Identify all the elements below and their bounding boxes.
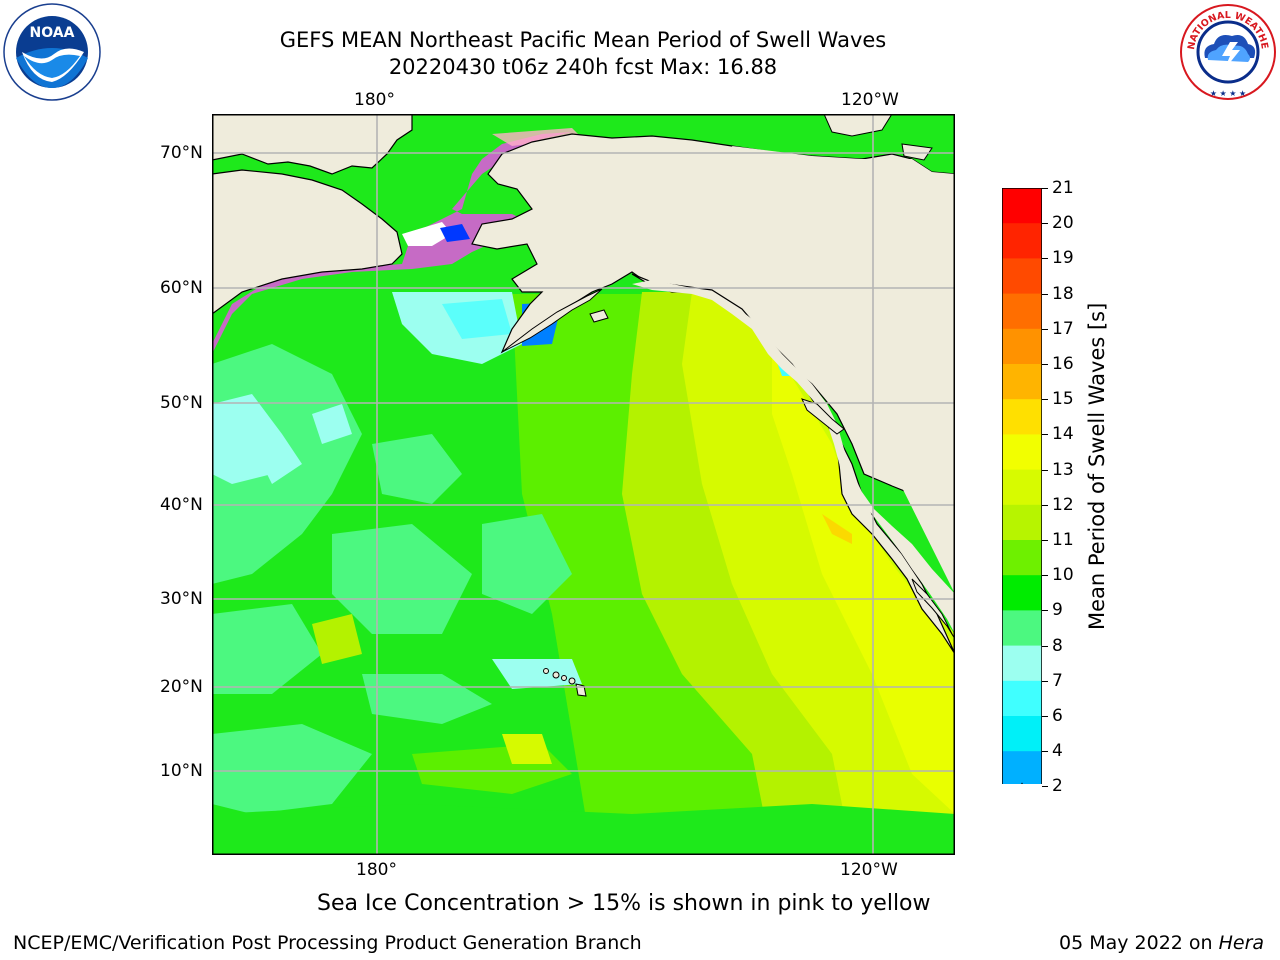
nws-logo: NATIONAL WEATHER SERVICE ★ ★ ★ ★ <box>1174 0 1278 102</box>
colorbar-swatches <box>1001 187 1043 823</box>
colorbar-swatch <box>1002 223 1042 259</box>
colorbar-tick-label: 18 <box>1052 283 1074 304</box>
colorbar-tick-label: 17 <box>1052 318 1074 339</box>
colorbar-tick-label: 14 <box>1052 424 1074 445</box>
colorbar-tick-mark <box>1042 751 1048 753</box>
map-panel <box>212 114 955 855</box>
colorbar-tick-label: 2 <box>1052 776 1063 797</box>
colorbar-tick-mark <box>1042 188 1048 189</box>
lon-label-bottom-120w: 120°W <box>840 860 898 880</box>
colorbar-tick-label: 6 <box>1052 706 1063 726</box>
lon-label-top-180: 180° <box>354 90 395 110</box>
colorbar-tick-mark <box>1042 223 1048 225</box>
svg-text:★ ★ ★ ★: ★ ★ ★ ★ <box>1210 89 1246 98</box>
colorbar-swatch <box>1002 469 1042 506</box>
colorbar-swatch <box>1002 610 1042 647</box>
colorbar-tick-mark <box>1042 258 1048 260</box>
colorbar-tick-mark <box>1042 786 1048 788</box>
colorbar-swatch <box>1002 504 1042 541</box>
colorbar-tick-label: 21 <box>1052 178 1074 198</box>
lat-label-40n: 40°N <box>160 495 203 515</box>
colorbar <box>1001 187 1043 823</box>
colorbar-swatch <box>1002 258 1042 295</box>
colorbar-swatch <box>1002 328 1042 365</box>
colorbar-tick-mark <box>1042 716 1048 717</box>
lat-label-20n: 20°N <box>160 677 203 697</box>
colorbar-tick-label: 12 <box>1052 494 1074 515</box>
colorbar-tick-mark <box>1042 504 1048 506</box>
colorbar-tick-label: 4 <box>1052 741 1063 762</box>
colorbar-swatch <box>1002 364 1042 400</box>
colorbar-swatch <box>1002 293 1042 330</box>
colorbar-swatch <box>1002 575 1042 611</box>
colorbar-tick-label: 7 <box>1052 670 1063 691</box>
colorbar-tick-mark <box>1042 364 1048 365</box>
colorbar-tick-mark <box>1042 328 1048 330</box>
colorbar-tick-mark <box>1042 399 1048 401</box>
colorbar-ticks: 21 20 19 18 17 16 15 14 13 12 11 10 9 8 7 6 4 2 <box>1042 178 1092 796</box>
colorbar-tick-label: 15 <box>1052 389 1074 410</box>
colorbar-swatch <box>1002 399 1042 435</box>
colorbar-tick-mark <box>1042 575 1048 577</box>
footer-branch: NCEP/EMC/Verification Post Processing Pr… <box>13 932 642 954</box>
footer-host: Hera <box>1218 932 1265 954</box>
lat-label-50n: 50°N <box>160 393 203 413</box>
colorbar-swatch <box>1002 540 1042 576</box>
colorbar-swatch <box>1002 751 1042 787</box>
colorbar-tick-mark <box>1042 680 1048 682</box>
colorbar-tick-mark <box>1042 469 1048 471</box>
colorbar-tick-label: 8 <box>1052 635 1063 656</box>
lat-label-30n: 30°N <box>160 589 203 609</box>
lon-label-bottom-180: 180° <box>356 860 397 880</box>
colorbar-label: Mean Period of Swell Waves [s] <box>1085 302 1109 630</box>
chart-title: GEFS MEAN Northeast Pacific Mean Period … <box>279 28 887 52</box>
lat-label-60n: 60°N <box>160 278 203 298</box>
colorbar-tick-mark <box>1042 540 1048 541</box>
lat-label-70n: 70°N <box>160 143 203 163</box>
colorbar-swatch <box>1002 680 1042 717</box>
colorbar-tick-label: 10 <box>1052 565 1074 586</box>
sea-ice-note: Sea Ice Concentration > 15% is shown in … <box>317 891 931 916</box>
colorbar-tick-mark <box>1042 293 1048 295</box>
noaa-logo: NOAA <box>2 2 102 102</box>
colorbar-tick-mark <box>1042 610 1048 612</box>
lat-label-10n: 10°N <box>160 761 203 781</box>
svg-text:NOAA: NOAA <box>30 25 75 41</box>
chart-subtitle: 20220430 t06z 240h fcst Max: 16.88 <box>388 55 778 79</box>
colorbar-tick-label: 9 <box>1052 600 1063 621</box>
colorbar-tick-label: 20 <box>1052 213 1074 234</box>
colorbar-swatch <box>1002 716 1042 752</box>
footer-date: 05 May 2022 on Hera <box>1059 932 1264 954</box>
colorbar-tick-mark <box>1042 434 1048 436</box>
colorbar-swatch <box>1002 434 1042 471</box>
colorbar-tick-mark <box>1042 645 1048 647</box>
colorbar-tick-label: 13 <box>1052 459 1074 480</box>
colorbar-swatch <box>1002 188 1042 224</box>
footer-date-text: 05 May 2022 on <box>1059 932 1219 954</box>
lon-label-top-120w: 120°W <box>841 90 899 110</box>
colorbar-tick-label: 11 <box>1052 530 1074 550</box>
colorbar-swatch <box>1002 645 1042 682</box>
colorbar-tick-label: 19 <box>1052 248 1074 269</box>
colorbar-tick-label: 16 <box>1052 354 1074 374</box>
swell-period-map <box>212 114 955 855</box>
